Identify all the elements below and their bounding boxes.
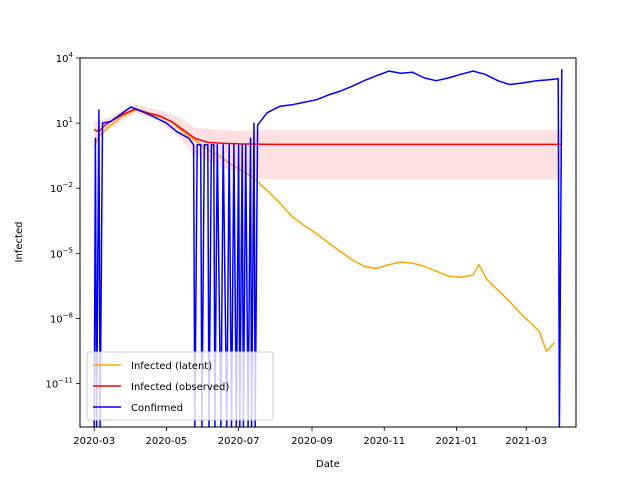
x-tick-label: 2020-07 xyxy=(218,436,260,447)
x-tick-label: 2020-09 xyxy=(291,436,333,447)
y-tick-label: 10−11 xyxy=(45,377,73,391)
legend-box xyxy=(86,351,274,421)
x-axis-ticks: 2020-03 2020-05 2020-07 2020-09 2020-11 2021-… xyxy=(73,427,547,447)
series-line-confirmed xyxy=(93,69,563,428)
y-tick-label: 10−5 xyxy=(50,246,73,260)
y-tick-label: 10−8 xyxy=(50,311,73,325)
legend: Infected (latent) Infected (observed) Co… xyxy=(86,351,274,421)
legend-label-latent: Infected (latent) xyxy=(131,361,212,372)
y-axis-title: Infected xyxy=(14,222,25,263)
series-layer xyxy=(93,69,563,428)
y-tick-label: 101 xyxy=(56,116,73,130)
x-tick-label: 2020-03 xyxy=(73,436,115,447)
x-tick-label: 2020-11 xyxy=(363,436,405,447)
y-axis-ticks: 10−11 10−8 10−5 10−2 101 104 xyxy=(45,51,80,391)
legend-label-confirmed: Confirmed xyxy=(131,403,183,414)
x-tick-label: 2020-05 xyxy=(146,436,188,447)
y-tick-label: 10−2 xyxy=(50,181,73,195)
y-tick-label: 104 xyxy=(56,51,74,65)
x-tick-label: 2021-03 xyxy=(505,436,547,447)
plot-frame xyxy=(79,57,577,428)
x-tick-label: 2021-01 xyxy=(436,436,478,447)
legend-label-observed: Infected (observed) xyxy=(131,382,229,393)
x-axis-title: Date xyxy=(316,459,340,470)
